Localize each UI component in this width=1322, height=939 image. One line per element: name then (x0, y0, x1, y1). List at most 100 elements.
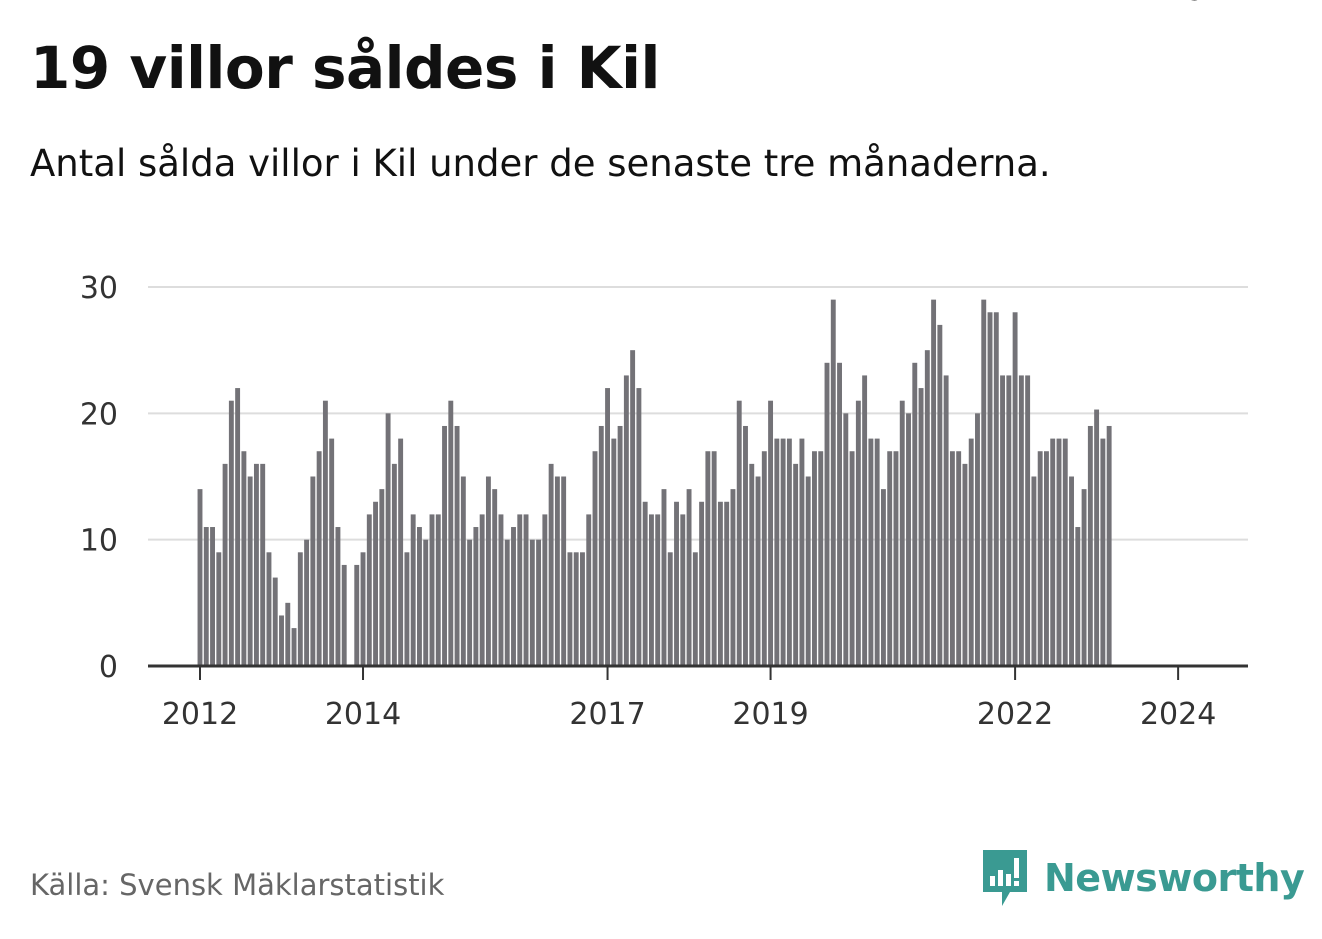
bar (993, 312, 999, 666)
bar (316, 451, 322, 666)
bar (605, 388, 610, 666)
bar (736, 400, 742, 666)
bar (373, 501, 379, 666)
bar (297, 552, 303, 666)
bar (623, 375, 629, 666)
bar (906, 413, 911, 666)
bar (235, 388, 241, 666)
bar (837, 362, 842, 666)
bar (429, 514, 435, 666)
bar (1050, 438, 1056, 666)
bar (460, 476, 466, 666)
brand-logo[interactable]: Newsworthy (980, 848, 1305, 908)
bar (918, 388, 924, 666)
bar (818, 451, 824, 666)
bar (241, 451, 247, 666)
bar (210, 527, 215, 666)
bar (517, 514, 523, 666)
bar (366, 514, 372, 666)
bar (924, 350, 930, 666)
bar (981, 299, 987, 666)
tick-labels: 0 10 20 30 2012 2014 2017 2019 2022 2024 19 (80, 0, 1216, 732)
bar (1044, 451, 1049, 666)
bar (291, 628, 297, 666)
bar (523, 514, 529, 666)
bar (642, 501, 648, 666)
bar (705, 451, 711, 666)
bar (874, 438, 880, 666)
bar (385, 413, 391, 666)
bar (686, 489, 692, 666)
bar (711, 451, 717, 666)
y-tick-label-0: 0 (99, 650, 118, 685)
bar (793, 463, 799, 666)
x-tick-label-2014: 2014 (325, 697, 401, 732)
bar (1069, 476, 1074, 666)
bar (674, 501, 679, 666)
x-tick-label-2024: 2024 (1140, 697, 1216, 732)
bar (592, 451, 598, 666)
x-tick-label-2022: 2022 (977, 697, 1053, 732)
bar (661, 489, 667, 666)
bar (435, 514, 441, 666)
bar (648, 514, 654, 666)
bar (247, 476, 253, 666)
bar (956, 451, 962, 666)
x-tick-label-2012: 2012 (162, 697, 238, 732)
bar (329, 438, 335, 666)
y-tick-label-30: 30 (80, 271, 118, 306)
bar (868, 438, 874, 666)
bar (611, 438, 617, 666)
bar (761, 451, 767, 666)
bar (360, 552, 366, 666)
bar (498, 514, 504, 666)
bar (580, 552, 585, 666)
bar (454, 425, 460, 666)
bar (862, 375, 868, 666)
bar (272, 577, 278, 666)
bar (586, 514, 592, 666)
source-note: Källa: Svensk Mäklarstatistik (30, 868, 445, 902)
bar (1037, 451, 1043, 666)
bar (1087, 425, 1093, 666)
bar (786, 438, 792, 666)
bar (598, 425, 604, 666)
bar (680, 514, 686, 666)
bar (931, 299, 937, 666)
bar (485, 476, 491, 666)
bar (1006, 375, 1012, 666)
bar (379, 489, 385, 666)
bar (636, 388, 642, 666)
bar (780, 438, 786, 666)
bar (391, 463, 397, 666)
bar (285, 602, 291, 666)
bar (1100, 438, 1106, 666)
bar (1025, 375, 1031, 666)
bar (1000, 375, 1006, 666)
bar (304, 539, 310, 666)
bar (805, 476, 811, 666)
bar (843, 413, 849, 666)
bar (542, 514, 548, 666)
bar (567, 552, 573, 666)
y-tick-label-10: 10 (80, 524, 118, 559)
bar (279, 615, 284, 666)
bar (536, 539, 542, 666)
bar (1075, 527, 1081, 666)
bar (943, 375, 949, 666)
bar (492, 489, 498, 666)
bar (743, 425, 748, 666)
bar (849, 451, 855, 666)
bar (962, 463, 968, 666)
bar (404, 552, 410, 666)
bar (504, 539, 510, 666)
bar (768, 400, 774, 666)
bar (975, 413, 980, 666)
bar (655, 514, 661, 666)
bar (937, 324, 943, 666)
bar (692, 552, 698, 666)
bar (573, 552, 579, 666)
bar (222, 463, 228, 666)
bar (912, 362, 918, 666)
bar (724, 501, 730, 666)
